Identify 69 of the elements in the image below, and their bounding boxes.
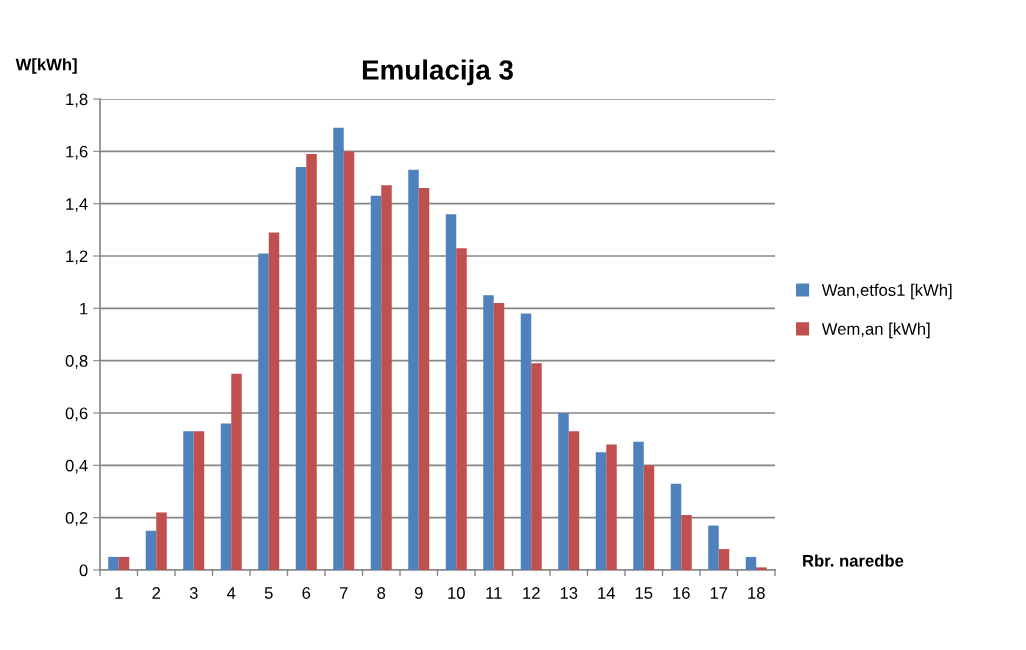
bar [445,214,457,570]
bar [156,512,167,570]
bar [381,185,392,570]
bar [745,556,757,570]
y-tick-label: 1 [80,302,88,315]
y-tick-label: 1,6 [66,145,88,160]
x-tick-label: 6 [302,587,311,599]
y-tick-label: 0,2 [65,512,88,526]
x-tick-label: 14 [598,587,616,599]
bar [558,413,569,570]
bar [183,431,194,570]
bar [306,153,317,570]
y-axis-title: W[kWh] [15,58,77,74]
bar [258,253,269,570]
y-tick-label: 0,4 [65,459,88,474]
y-tick-label: 1,4 [66,198,88,212]
bar [268,232,280,570]
bar [718,549,730,570]
x-tick-label: 8 [377,587,386,599]
bar [295,167,307,570]
bar [145,530,157,570]
x-tick-label: 1 [115,587,123,599]
x-tick-label: 10 [448,587,465,599]
bar [108,556,119,570]
x-tick-label: 11 [486,587,502,599]
bar [670,483,682,570]
x-tick-label: 3 [189,587,198,599]
y-tick-label: 1,2 [66,250,88,265]
bar [483,295,494,570]
bar [231,373,242,570]
y-tick-label: 1,8 [66,93,88,108]
bar [595,452,607,570]
x-tick-label: 12 [523,587,540,599]
bar [633,441,644,570]
bar [681,515,692,570]
x-tick-label: 9 [414,587,423,599]
bar [333,127,344,570]
chart-title: Emulacija 3 [362,59,513,86]
x-tick-label: 18 [748,587,765,599]
bar [520,313,532,570]
legend-label: Wem,an [kWh] [821,322,930,339]
bar [408,169,419,570]
x-tick-label: 13 [560,587,578,599]
x-tick-label: 7 [339,587,348,599]
bar [531,363,542,570]
x-tick-label: 4 [227,587,236,599]
bar [118,556,130,570]
bar [370,195,382,570]
y-tick-label: 0 [79,564,88,577]
bar [220,423,232,570]
y-tick-label: 0,8 [65,355,88,369]
bar [708,525,719,570]
x-tick-label: 15 [635,587,653,599]
bar [568,431,580,570]
x-tick-label: 16 [673,587,690,599]
bar [756,567,767,570]
x-tick-label: 5 [264,587,273,599]
x-tick-label: 2 [152,587,161,599]
legend-label: Wan,etfos1 [kWh] [821,283,952,300]
bar [493,303,505,570]
x-axis-title: Rbr. naredbe [803,554,904,567]
bar [193,431,205,570]
y-tick-label: 0,6 [65,407,88,422]
bar [418,187,430,570]
bar [643,465,655,570]
bar [343,151,355,570]
x-tick-label: 17 [710,587,728,599]
bar [456,248,467,570]
bar [606,444,617,570]
